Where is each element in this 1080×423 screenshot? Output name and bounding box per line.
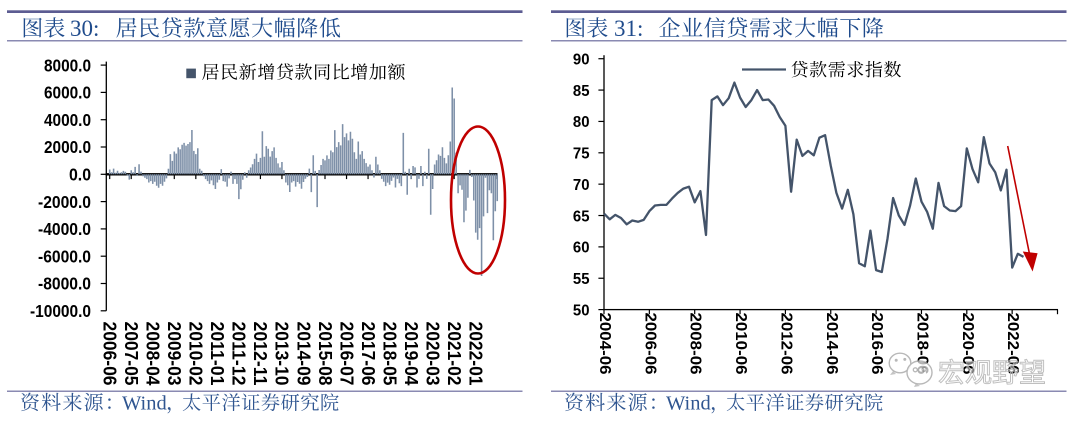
- svg-text:65: 65: [573, 208, 590, 225]
- svg-text:4000.0: 4000.0: [44, 110, 91, 130]
- svg-text:2006-06: 2006-06: [100, 322, 120, 386]
- svg-text:70: 70: [573, 177, 590, 194]
- svg-text:2011-12: 2011-12: [229, 322, 249, 386]
- svg-text:2006-06: 2006-06: [641, 313, 658, 375]
- svg-text:2015-08: 2015-08: [315, 322, 335, 386]
- svg-text:2007-05: 2007-05: [121, 322, 141, 386]
- svg-text:2021-02: 2021-02: [444, 322, 464, 386]
- svg-text:Wind: Wind: [122, 393, 167, 415]
- svg-text:2008-04: 2008-04: [143, 322, 163, 386]
- svg-text:2011-01: 2011-01: [207, 322, 227, 386]
- svg-text:-2000.0: -2000.0: [38, 192, 91, 212]
- svg-text:55: 55: [573, 271, 590, 288]
- svg-text:2016-07: 2016-07: [336, 322, 356, 386]
- svg-text:2018-06: 2018-06: [914, 313, 931, 375]
- svg-text:30:: 30:: [70, 16, 99, 41]
- svg-text:2018-05: 2018-05: [379, 322, 399, 386]
- svg-text:-10000.0: -10000.0: [30, 301, 91, 321]
- svg-text:-8000.0: -8000.0: [38, 274, 91, 294]
- svg-text:2009-03: 2009-03: [164, 322, 184, 386]
- svg-text:2013-10: 2013-10: [272, 322, 292, 386]
- svg-text:-6000.0: -6000.0: [38, 246, 91, 266]
- svg-text:2010-06: 2010-06: [732, 313, 749, 375]
- svg-text:8000.0: 8000.0: [44, 55, 91, 75]
- svg-text:2014-06: 2014-06: [823, 313, 840, 375]
- svg-text:80: 80: [573, 114, 590, 131]
- svg-text:2008-06: 2008-06: [687, 313, 704, 375]
- svg-text:2020-03: 2020-03: [423, 322, 443, 386]
- svg-text:2017-06: 2017-06: [358, 322, 378, 386]
- svg-text:2004-06: 2004-06: [596, 313, 613, 375]
- svg-text:2000.0: 2000.0: [44, 137, 91, 157]
- svg-text:90: 90: [573, 52, 590, 69]
- svg-text:2012-06: 2012-06: [777, 313, 794, 375]
- svg-text:50: 50: [573, 302, 590, 319]
- svg-text:6000.0: 6000.0: [44, 83, 91, 103]
- svg-text:60: 60: [573, 240, 590, 257]
- svg-text:85: 85: [573, 83, 590, 100]
- svg-text:0.0: 0.0: [69, 165, 91, 185]
- svg-text:2010-02: 2010-02: [186, 322, 206, 386]
- svg-text:Wind: Wind: [666, 393, 711, 415]
- svg-text:-4000.0: -4000.0: [38, 219, 91, 239]
- svg-text:2012-11: 2012-11: [250, 322, 270, 386]
- svg-text:2022-01: 2022-01: [466, 322, 486, 386]
- svg-text:2014-09: 2014-09: [293, 322, 313, 386]
- svg-text:2019-04: 2019-04: [401, 322, 421, 386]
- svg-text:2020-06: 2020-06: [959, 313, 976, 375]
- svg-text:2022-06: 2022-06: [1004, 313, 1021, 375]
- svg-text:31:: 31:: [614, 16, 643, 41]
- svg-text:2016-06: 2016-06: [868, 313, 885, 375]
- svg-text:75: 75: [573, 146, 590, 163]
